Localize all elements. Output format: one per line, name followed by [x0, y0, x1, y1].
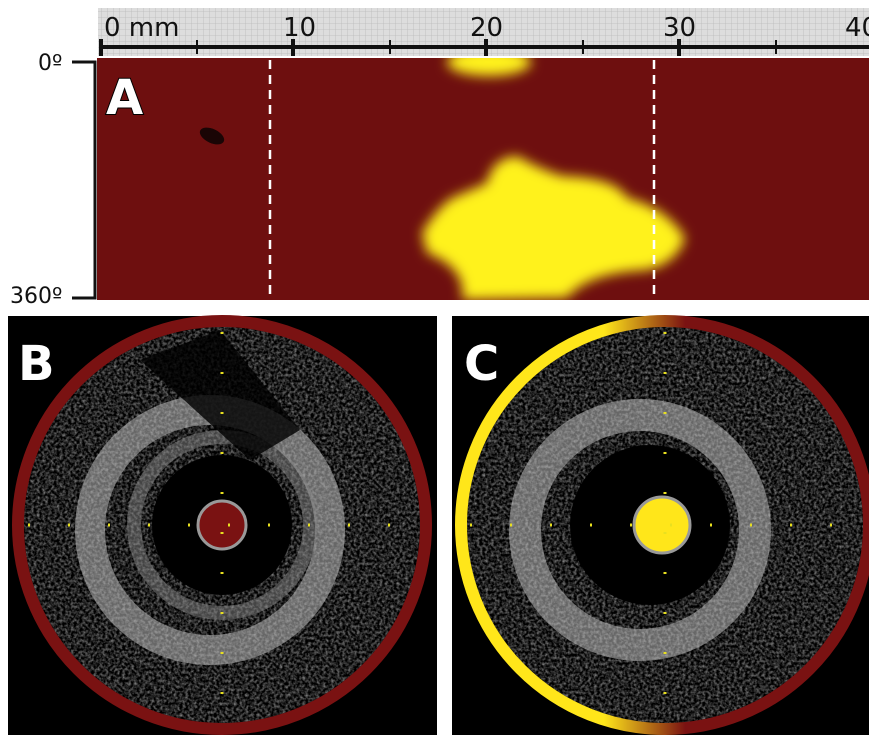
- catheter: [634, 497, 690, 553]
- ruler: 0 mm 10 20 30 40: [98, 8, 869, 56]
- ruler-label: 0 mm: [104, 13, 179, 43]
- panel-b: B: [8, 316, 437, 735]
- ruler-label: 40: [845, 13, 869, 43]
- catheter: [198, 501, 246, 549]
- ruler-label: 10: [283, 13, 316, 43]
- panel-label: B: [18, 336, 55, 392]
- panel-label: C: [464, 336, 499, 392]
- figure: 0 mm 10 20 30 40 0º 360º A: [0, 0, 869, 735]
- panel-label: A: [106, 70, 143, 126]
- ruler-label: 20: [470, 13, 503, 43]
- panel-a: A: [97, 48, 869, 300]
- angle-label: 360º: [10, 284, 62, 309]
- panel-c: C: [452, 316, 869, 735]
- ruler-label: 30: [663, 13, 696, 43]
- angle-label: 0º: [38, 51, 62, 76]
- angle-axis: 0º 360º: [10, 51, 95, 309]
